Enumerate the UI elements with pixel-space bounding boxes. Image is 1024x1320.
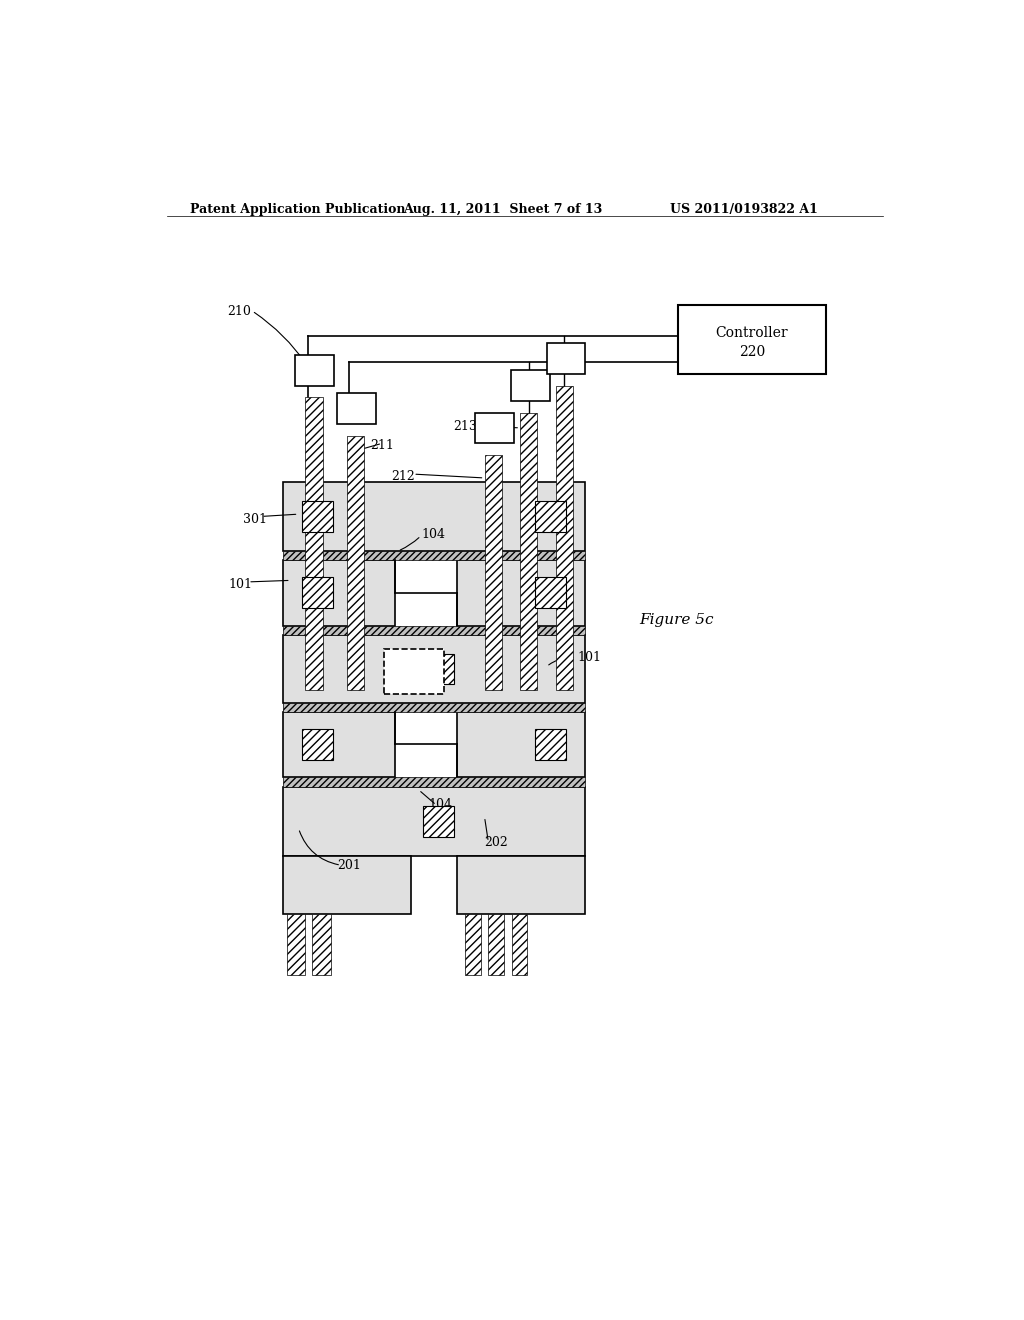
Text: 101: 101 xyxy=(228,578,253,591)
Bar xyxy=(458,857,586,913)
Bar xyxy=(423,653,454,684)
Bar xyxy=(283,635,586,702)
Bar xyxy=(302,502,334,532)
Bar xyxy=(535,729,566,760)
Text: Controller: Controller xyxy=(716,326,788,341)
Text: 212: 212 xyxy=(391,470,416,483)
Bar xyxy=(283,711,395,777)
Bar xyxy=(484,455,502,689)
Bar xyxy=(283,561,395,626)
Bar xyxy=(287,913,305,975)
Bar xyxy=(678,305,825,374)
Bar xyxy=(556,385,572,689)
Bar xyxy=(337,393,376,424)
Bar xyxy=(283,702,586,711)
Bar xyxy=(283,777,586,787)
Bar xyxy=(488,913,504,975)
Bar xyxy=(305,397,324,689)
Bar xyxy=(535,577,566,609)
Text: 220: 220 xyxy=(738,345,765,359)
Bar xyxy=(458,711,586,777)
Text: US 2011/0193822 A1: US 2011/0193822 A1 xyxy=(671,203,818,216)
Text: 213: 213 xyxy=(454,420,477,433)
Bar xyxy=(520,412,538,689)
Bar xyxy=(283,857,411,913)
Text: VG: VG xyxy=(304,362,324,375)
Bar xyxy=(312,913,331,975)
Bar xyxy=(535,502,566,532)
Bar xyxy=(465,913,480,975)
Text: Patent Application Publication: Patent Application Publication xyxy=(190,203,406,216)
Bar xyxy=(295,355,334,385)
Bar xyxy=(423,807,454,837)
Bar xyxy=(283,552,586,561)
Text: VC: VC xyxy=(346,400,365,413)
Text: Aug. 11, 2011  Sheet 7 of 13: Aug. 11, 2011 Sheet 7 of 13 xyxy=(403,203,602,216)
Text: 201: 201 xyxy=(337,859,361,873)
Bar xyxy=(283,482,586,552)
Text: 301: 301 xyxy=(243,512,266,525)
Text: 202: 202 xyxy=(484,836,508,849)
Bar xyxy=(458,561,586,626)
Text: 104: 104 xyxy=(421,528,445,541)
Text: VG: VG xyxy=(555,350,573,363)
Bar xyxy=(384,649,444,693)
Text: Figure 5c: Figure 5c xyxy=(640,612,714,627)
Bar xyxy=(475,413,514,444)
Text: 211: 211 xyxy=(370,440,393,453)
Text: 210: 210 xyxy=(227,305,251,318)
Text: 104: 104 xyxy=(429,797,453,810)
Bar xyxy=(511,370,550,401)
Bar xyxy=(302,577,334,609)
Text: VR: VR xyxy=(483,418,503,432)
Bar xyxy=(512,913,527,975)
Bar xyxy=(283,626,586,635)
Bar xyxy=(283,787,586,857)
Bar xyxy=(302,729,334,760)
Text: VL: VL xyxy=(520,376,538,389)
Bar xyxy=(346,436,364,689)
Bar xyxy=(547,343,586,374)
Text: 101: 101 xyxy=(578,651,601,664)
